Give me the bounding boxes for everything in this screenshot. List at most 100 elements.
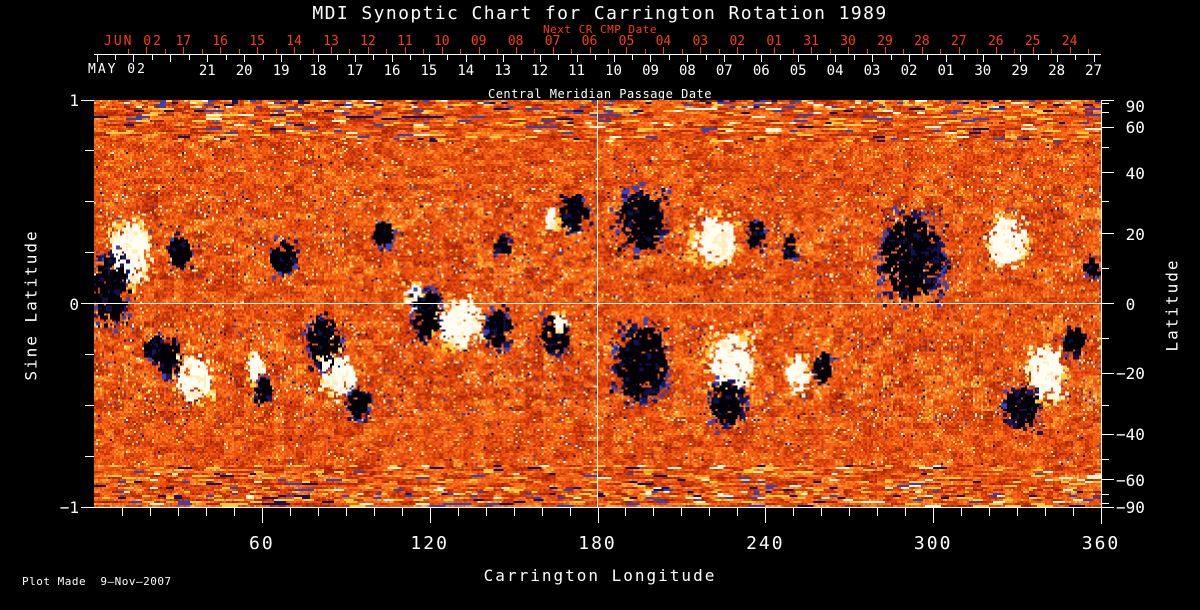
next-cr-major-tick — [367, 47, 369, 54]
cmp-date-label: 13 — [494, 63, 512, 79]
cmp-major-tick — [207, 55, 209, 62]
cmp-major-tick — [465, 55, 467, 62]
sine-latitude-tick-label: 0 — [69, 294, 79, 314]
cmp-date-label: 08 — [678, 63, 696, 79]
latitude-tick-label: 0 — [1116, 294, 1136, 314]
cmp-minor-tick — [964, 55, 966, 60]
next-cr-major-tick — [958, 47, 960, 54]
sine-latitude-major-tick — [81, 99, 94, 101]
latitude-minor-tick — [1102, 338, 1109, 340]
next-cr-date-label: 16 — [212, 34, 229, 49]
longitude-minor-tick — [401, 508, 403, 516]
latitude-major-tick — [1102, 126, 1114, 128]
latitude-major-tick — [1102, 303, 1114, 304]
next-cr-minor-tick — [607, 49, 609, 54]
cmp-minor-tick — [151, 55, 153, 60]
cmp-date-label: 07 — [715, 63, 733, 79]
next-cr-month-label: JUN 02 — [104, 34, 163, 49]
next-cr-date-label: 03 — [692, 34, 709, 49]
cmp-minor-tick — [447, 55, 449, 60]
cmp-major-tick — [761, 55, 763, 62]
sine-latitude-major-tick — [81, 303, 94, 304]
next-cr-major-tick — [884, 47, 886, 54]
cmp-minor-tick — [668, 55, 670, 60]
longitude-minor-tick — [345, 508, 347, 516]
next-cr-major-tick — [220, 47, 222, 54]
cmp-minor-tick — [1038, 55, 1040, 60]
next-cr-minor-tick — [349, 49, 351, 54]
latitude-minor-tick — [1102, 458, 1109, 460]
next-cr-major-tick — [294, 47, 296, 54]
cmp-axis-title: Central Meridian Passage Date — [487, 87, 712, 101]
cmp-date-label: 03 — [863, 63, 881, 79]
cmp-minor-tick — [373, 55, 375, 60]
cmp-date-label: 04 — [826, 63, 844, 79]
cmp-minor-tick — [336, 55, 338, 60]
latitude-tick-label: −20 — [1116, 364, 1145, 384]
cmp-minor-tick — [521, 55, 523, 60]
cmp-date-label: 19 — [272, 63, 290, 79]
cmp-major-tick — [982, 55, 984, 62]
sine-latitude-tick-label: 1 — [69, 91, 79, 110]
next-cr-major-tick — [589, 47, 591, 54]
cmp-major-tick — [539, 55, 541, 62]
longitude-minor-tick — [681, 508, 683, 516]
cmp-date-label: 18 — [309, 63, 327, 79]
cmp-minor-tick — [1075, 55, 1077, 60]
next-cr-date-label: 26 — [987, 34, 1004, 49]
next-cr-major-tick — [404, 47, 406, 54]
longitude-minor-tick — [821, 508, 823, 516]
cmp-minor-tick — [410, 55, 412, 60]
cmp-minor-tick — [262, 55, 264, 60]
cmp-date-label: 16 — [383, 63, 401, 79]
longitude-minor-tick — [373, 508, 375, 516]
cmp-date-label: 20 — [235, 63, 253, 79]
cmp-major-tick — [1056, 55, 1058, 62]
sine-latitude-minor-tick — [85, 455, 94, 457]
next-cr-minor-tick — [718, 49, 720, 54]
cmp-minor-tick — [853, 55, 855, 60]
longitude-major-tick — [765, 508, 767, 523]
longitude-minor-tick — [989, 508, 991, 516]
next-cr-major-tick — [331, 47, 333, 54]
latitude-axis-title: Latitude — [1162, 258, 1182, 352]
plot-title: MDI Synoptic Chart for Carrington Rotati… — [312, 3, 888, 24]
longitude-major-tick — [261, 508, 263, 523]
latitude-axis-line — [1101, 100, 1102, 524]
latitude-major-tick — [1102, 172, 1114, 174]
next-cr-minor-tick — [792, 49, 794, 54]
longitude-axis-line — [84, 507, 1102, 508]
next-cr-major-tick — [921, 47, 923, 54]
cmp-date-label: 28 — [1048, 63, 1066, 79]
next-cr-minor-tick — [829, 49, 831, 54]
next-cr-date-label: 11 — [397, 34, 413, 49]
cmp-major-tick — [428, 55, 430, 62]
next-cr-minor-tick — [681, 49, 683, 54]
cmp-major-tick — [835, 55, 837, 62]
longitude-minor-tick — [653, 508, 655, 516]
latitude-tick-label: 60 — [1116, 118, 1145, 138]
latitude-minor-tick — [1102, 111, 1109, 113]
cmp-major-tick — [1019, 55, 1021, 62]
next-cr-major-tick — [552, 47, 554, 54]
cmp-minor-tick — [705, 55, 707, 60]
cmp-axis-line — [94, 54, 1101, 55]
cmp-major-tick — [244, 55, 246, 62]
next-cr-minor-tick — [755, 49, 757, 54]
cmp-month-label: MAY 02 — [88, 62, 147, 77]
cmp-major-tick — [502, 55, 504, 62]
longitude-major-tick — [597, 508, 599, 523]
next-cr-minor-tick — [1051, 49, 1053, 54]
cmp-date-label: 15 — [420, 63, 438, 79]
next-cr-minor-tick — [1014, 49, 1016, 54]
longitude-minor-tick — [793, 508, 795, 516]
next-cr-minor-tick — [164, 49, 166, 54]
next-cr-minor-tick — [903, 49, 905, 54]
longitude-tick-label: 60 — [248, 533, 275, 554]
cmp-major-tick — [170, 55, 172, 62]
next-cr-major-tick — [700, 47, 702, 54]
cmp-minor-tick — [225, 55, 227, 60]
cmp-minor-tick — [299, 55, 301, 60]
crosshair-vertical-line — [597, 100, 598, 507]
